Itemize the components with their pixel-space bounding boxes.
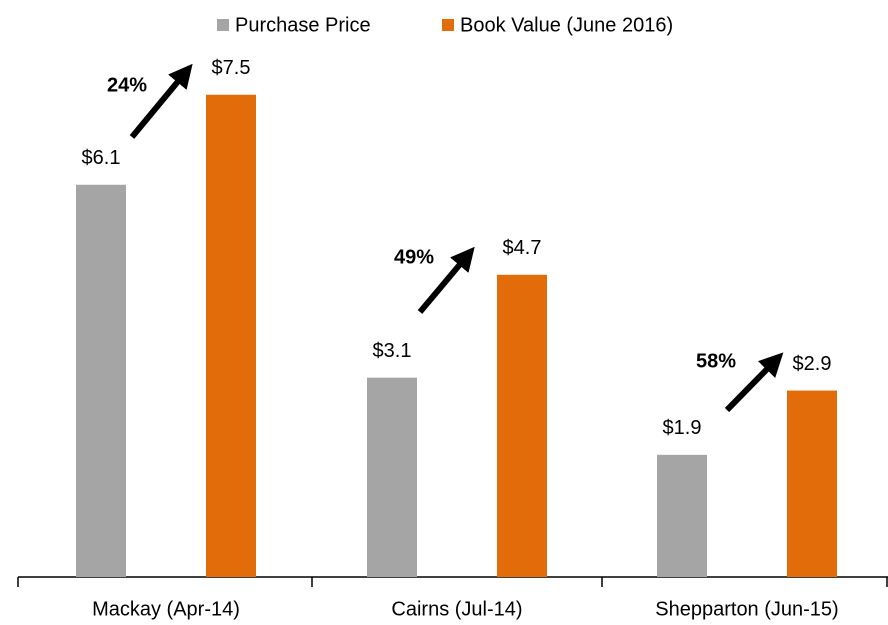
value-label: $4.7	[503, 237, 542, 259]
annotation: 58%	[696, 350, 736, 372]
annotation: 49%	[394, 246, 434, 268]
legend-swatch	[217, 19, 229, 31]
value-label: $2.9	[793, 353, 832, 375]
x-tick-label: Shepparton (Jun-15)	[655, 598, 838, 620]
bar	[76, 184, 126, 577]
bar	[787, 390, 837, 577]
legend-swatch	[442, 19, 454, 31]
annotation: 24%	[107, 74, 147, 96]
legend-label: Book Value (June 2016)	[460, 14, 673, 36]
value-label: $1.9	[663, 417, 702, 439]
bar	[657, 454, 707, 577]
arrow	[417, 246, 475, 314]
value-label: $6.1	[82, 147, 121, 169]
arrow	[724, 352, 784, 413]
bar	[367, 377, 417, 577]
x-tick-label: Cairns (Jul-14)	[391, 598, 522, 620]
value-label: $3.1	[373, 340, 412, 362]
arrow	[129, 63, 193, 139]
legend-label: Purchase Price	[235, 14, 371, 36]
x-tick-label: Mackay (Apr-14)	[92, 598, 240, 620]
value-label: $7.5	[212, 57, 251, 79]
bar	[497, 274, 547, 577]
bar	[206, 94, 256, 577]
